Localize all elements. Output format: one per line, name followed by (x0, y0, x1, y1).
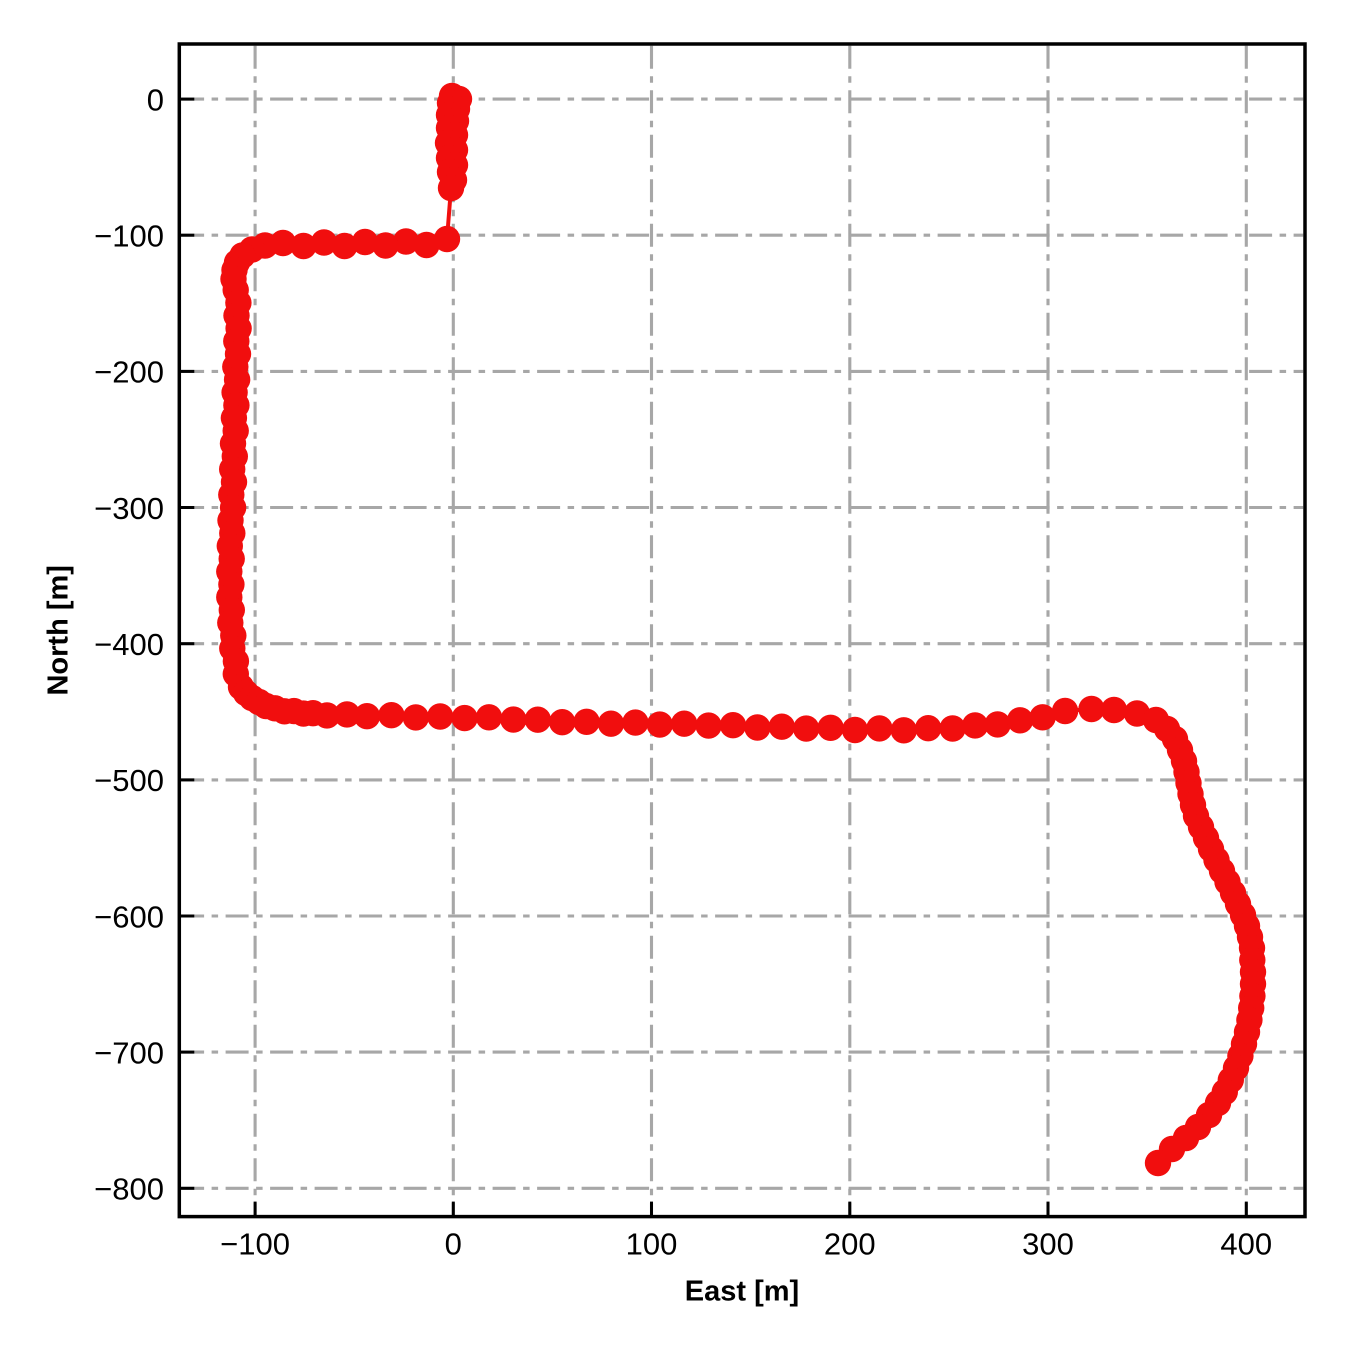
svg-text:−600: −600 (94, 899, 164, 934)
svg-text:−100: −100 (220, 1227, 290, 1262)
svg-text:−800: −800 (94, 1172, 164, 1207)
svg-text:−200: −200 (94, 355, 164, 390)
svg-text:−700: −700 (94, 1035, 164, 1070)
svg-text:200: 200 (824, 1227, 876, 1262)
svg-text:0: 0 (147, 82, 164, 117)
svg-text:−300: −300 (94, 491, 164, 526)
svg-text:100: 100 (626, 1227, 678, 1262)
svg-text:East [m]: East [m] (685, 1276, 799, 1308)
svg-text:North [m]: North [m] (42, 565, 74, 695)
svg-text:−400: −400 (94, 627, 164, 662)
svg-text:300: 300 (1022, 1227, 1074, 1262)
svg-text:400: 400 (1220, 1227, 1272, 1262)
svg-text:−100: −100 (94, 219, 164, 254)
svg-text:−500: −500 (94, 763, 164, 798)
svg-text:0: 0 (445, 1227, 462, 1262)
